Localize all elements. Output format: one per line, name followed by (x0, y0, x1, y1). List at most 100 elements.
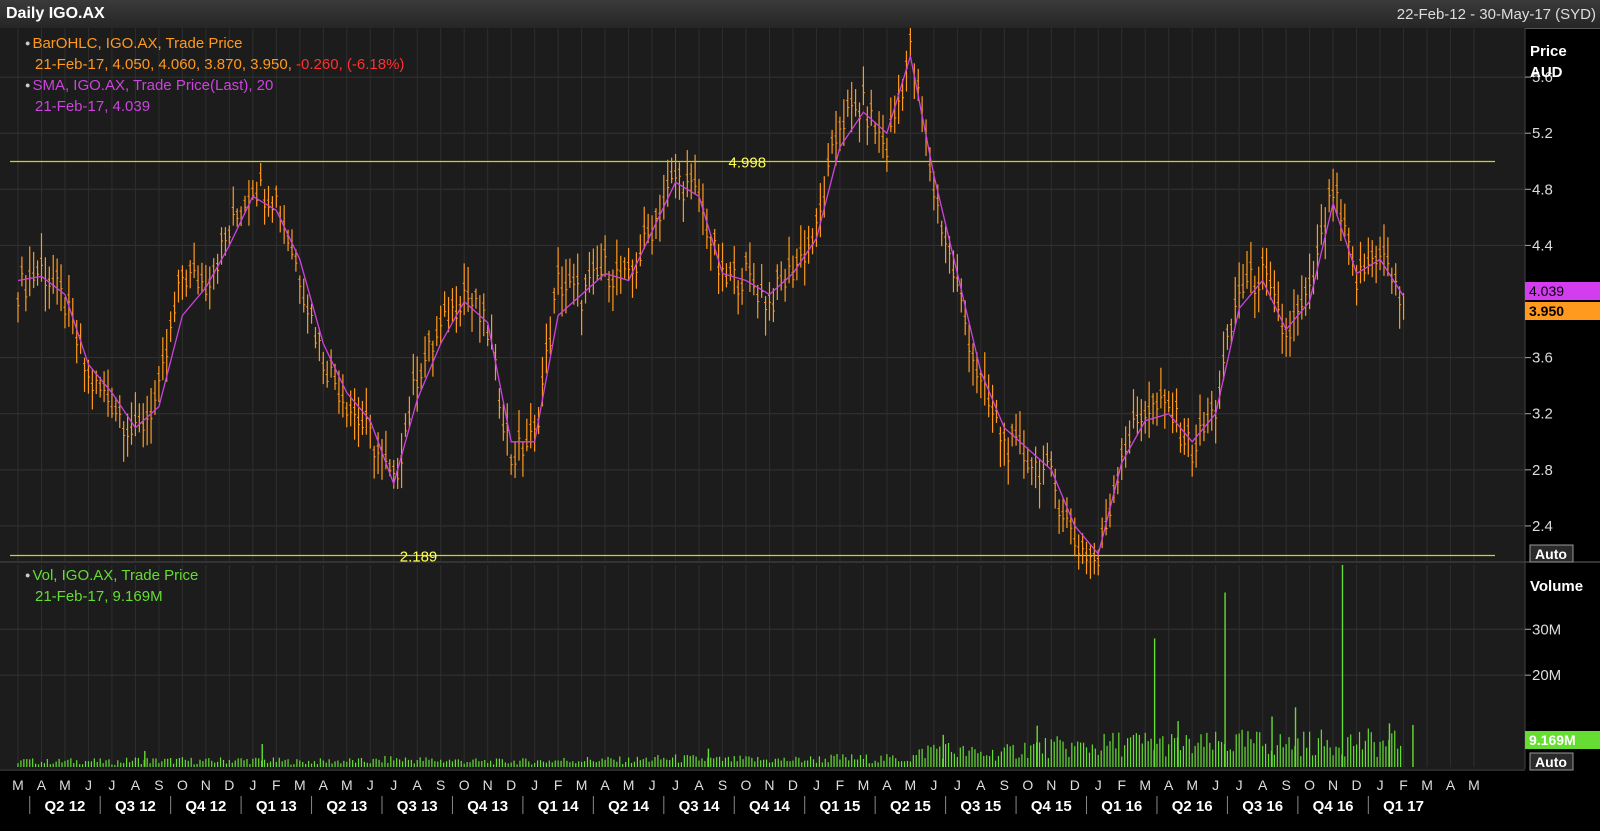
quarter-label: Q3 13 (397, 798, 438, 815)
bar-series-dot[interactable]: ● (25, 38, 31, 48)
month-tick-label: M (905, 777, 917, 793)
volume-tick-label: 20M (1532, 667, 1561, 684)
quarter-label: Q3 16 (1242, 798, 1283, 815)
bar-legend-date: 21-Feb-17, (35, 56, 109, 73)
volume-value-tag: 9.169M (1525, 731, 1600, 749)
quarter-label: Q4 12 (185, 798, 226, 815)
month-tick-label: O (1304, 777, 1315, 793)
month-tick-label: S (154, 777, 163, 793)
sma-series-dot[interactable]: ● (25, 80, 31, 90)
volume-legend-line2: 21-Feb-17, 9.169M (35, 588, 163, 605)
month-tick-label: A (131, 777, 141, 793)
quarter-label: Q4 16 (1313, 798, 1354, 815)
quarter-label: Q4 13 (467, 798, 508, 815)
month-tick-label: D (1070, 777, 1080, 793)
quarter-label: Q3 14 (679, 798, 721, 815)
month-tick-label: J (1236, 777, 1243, 793)
month-tick-label: J (1377, 777, 1384, 793)
volume-auto-button[interactable]: Auto (1529, 752, 1574, 771)
month-tick-label: M (294, 777, 306, 793)
month-tick-label: S (1000, 777, 1009, 793)
month-tick-label: D (1352, 777, 1362, 793)
month-tick-label: M (1421, 777, 1433, 793)
volume-legend-title: Vol, IGO.AX, Trade Price (32, 567, 199, 584)
month-tick-label: J (1095, 777, 1102, 793)
quarter-label: Q2 16 (1172, 798, 1213, 815)
volume-legend-line1: ● Vol, IGO.AX, Trade Price (25, 565, 198, 586)
price-tick-label: 4.4 (1532, 237, 1553, 254)
month-tick-label: J (85, 777, 92, 793)
month-tick-label: D (224, 777, 234, 793)
month-tick-label: F (836, 777, 845, 793)
month-tick-label: A (37, 777, 47, 793)
month-tick-label: O (177, 777, 188, 793)
month-tick-label: J (954, 777, 961, 793)
chart-canvas: 4.998 2.189 2.4 2.8 3.2 3.6 4.4 4.8 5.2 5.6 20M 30… (0, 28, 1600, 815)
month-tick-label: N (1328, 777, 1338, 793)
chart-title: Daily IGO.AX (6, 5, 105, 22)
price-tick-label: 2.8 (1532, 462, 1553, 479)
month-tick-label: A (600, 777, 610, 793)
price-gridlines (0, 76, 1525, 527)
bar-legend-line2: 21-Feb-17, 4.050, 4.060, 3.870, 3.950, -… (25, 54, 404, 75)
ohlc-bars (16, 28, 1405, 579)
sma-value-tag: 4.039 (1525, 282, 1600, 300)
price-legend: ● BarOHLC, IGO.AX, Trade Price 21-Feb-17,… (25, 33, 404, 117)
close-value-tag-label: 3.950 (1529, 303, 1564, 319)
month-tick-label: N (764, 777, 774, 793)
month-tick-label: M (1139, 777, 1151, 793)
quarter-label: Q2 14 (608, 798, 650, 815)
quarter-label: Q1 17 (1383, 798, 1424, 815)
bar-legend-ohlc: 4.050, 4.060, 3.870, 3.950, (112, 56, 292, 73)
volume-gridlines (0, 628, 1525, 676)
month-tick-label: M (341, 777, 353, 793)
level-label: 4.998 (729, 155, 767, 172)
month-tick-label: J (1212, 777, 1219, 793)
month-tick-label: O (459, 777, 470, 793)
month-tick-label: J (249, 777, 256, 793)
month-tick-label: F (1399, 777, 1408, 793)
month-tick-label: A (413, 777, 423, 793)
month-tick-label: S (436, 777, 445, 793)
month-tick-label: O (741, 777, 752, 793)
month-tick-label: F (272, 777, 281, 793)
price-tick-label: 3.2 (1532, 406, 1553, 423)
quarter-label: Q3 12 (115, 798, 156, 815)
sma-legend-line2: 21-Feb-17, 4.039 (35, 98, 151, 115)
quarter-label: Q2 12 (45, 798, 86, 815)
month-tick-label: N (201, 777, 211, 793)
month-tick-label: J (649, 777, 656, 793)
volume-series-dot[interactable]: ● (25, 570, 31, 580)
volume-panel-bg (0, 563, 1525, 769)
month-tick-label: J (930, 777, 937, 793)
month-tick-label: A (976, 777, 986, 793)
price-auto-button[interactable]: Auto (1529, 544, 1574, 563)
date-range: 22-Feb-12 - 30-May-17 (SYD) (1396, 6, 1596, 23)
month-tick-label: D (788, 777, 798, 793)
month-tick-label: M (12, 777, 24, 793)
month-tick-label: N (1046, 777, 1056, 793)
month-tick-label: F (554, 777, 563, 793)
price-axis-title: Price (1530, 43, 1567, 60)
month-tick-label: A (319, 777, 329, 793)
month-tick-label: N (483, 777, 493, 793)
bar-legend-line1: ● BarOHLC, IGO.AX, Trade Price (25, 33, 404, 54)
quarter-label: Q1 14 (538, 798, 580, 815)
quarter-label: Q4 15 (1031, 798, 1072, 815)
month-tick-label: M (1186, 777, 1198, 793)
month-tick-label: S (1281, 777, 1290, 793)
month-tick-label: J (531, 777, 538, 793)
quarter-label: Q1 13 (256, 798, 297, 815)
bar-legend-change: -0.260, (-6.18%) (296, 56, 405, 73)
price-tick-label: 5.2 (1532, 125, 1553, 142)
sma-value-tag-label: 4.039 (1529, 283, 1564, 299)
price-axis-unit: AUD (1530, 64, 1563, 81)
y-axis-labels: 2.4 2.8 3.2 3.6 4.4 4.8 5.2 5.6 20M 30M (1525, 69, 1561, 684)
price-tick-label: 3.6 (1532, 350, 1553, 367)
month-tick-label: J (672, 777, 679, 793)
month-tick-label: J (390, 777, 397, 793)
quarter-label: Q3 15 (960, 798, 1001, 815)
month-tick-label: F (1117, 777, 1126, 793)
quarter-label: Q2 15 (890, 798, 931, 815)
